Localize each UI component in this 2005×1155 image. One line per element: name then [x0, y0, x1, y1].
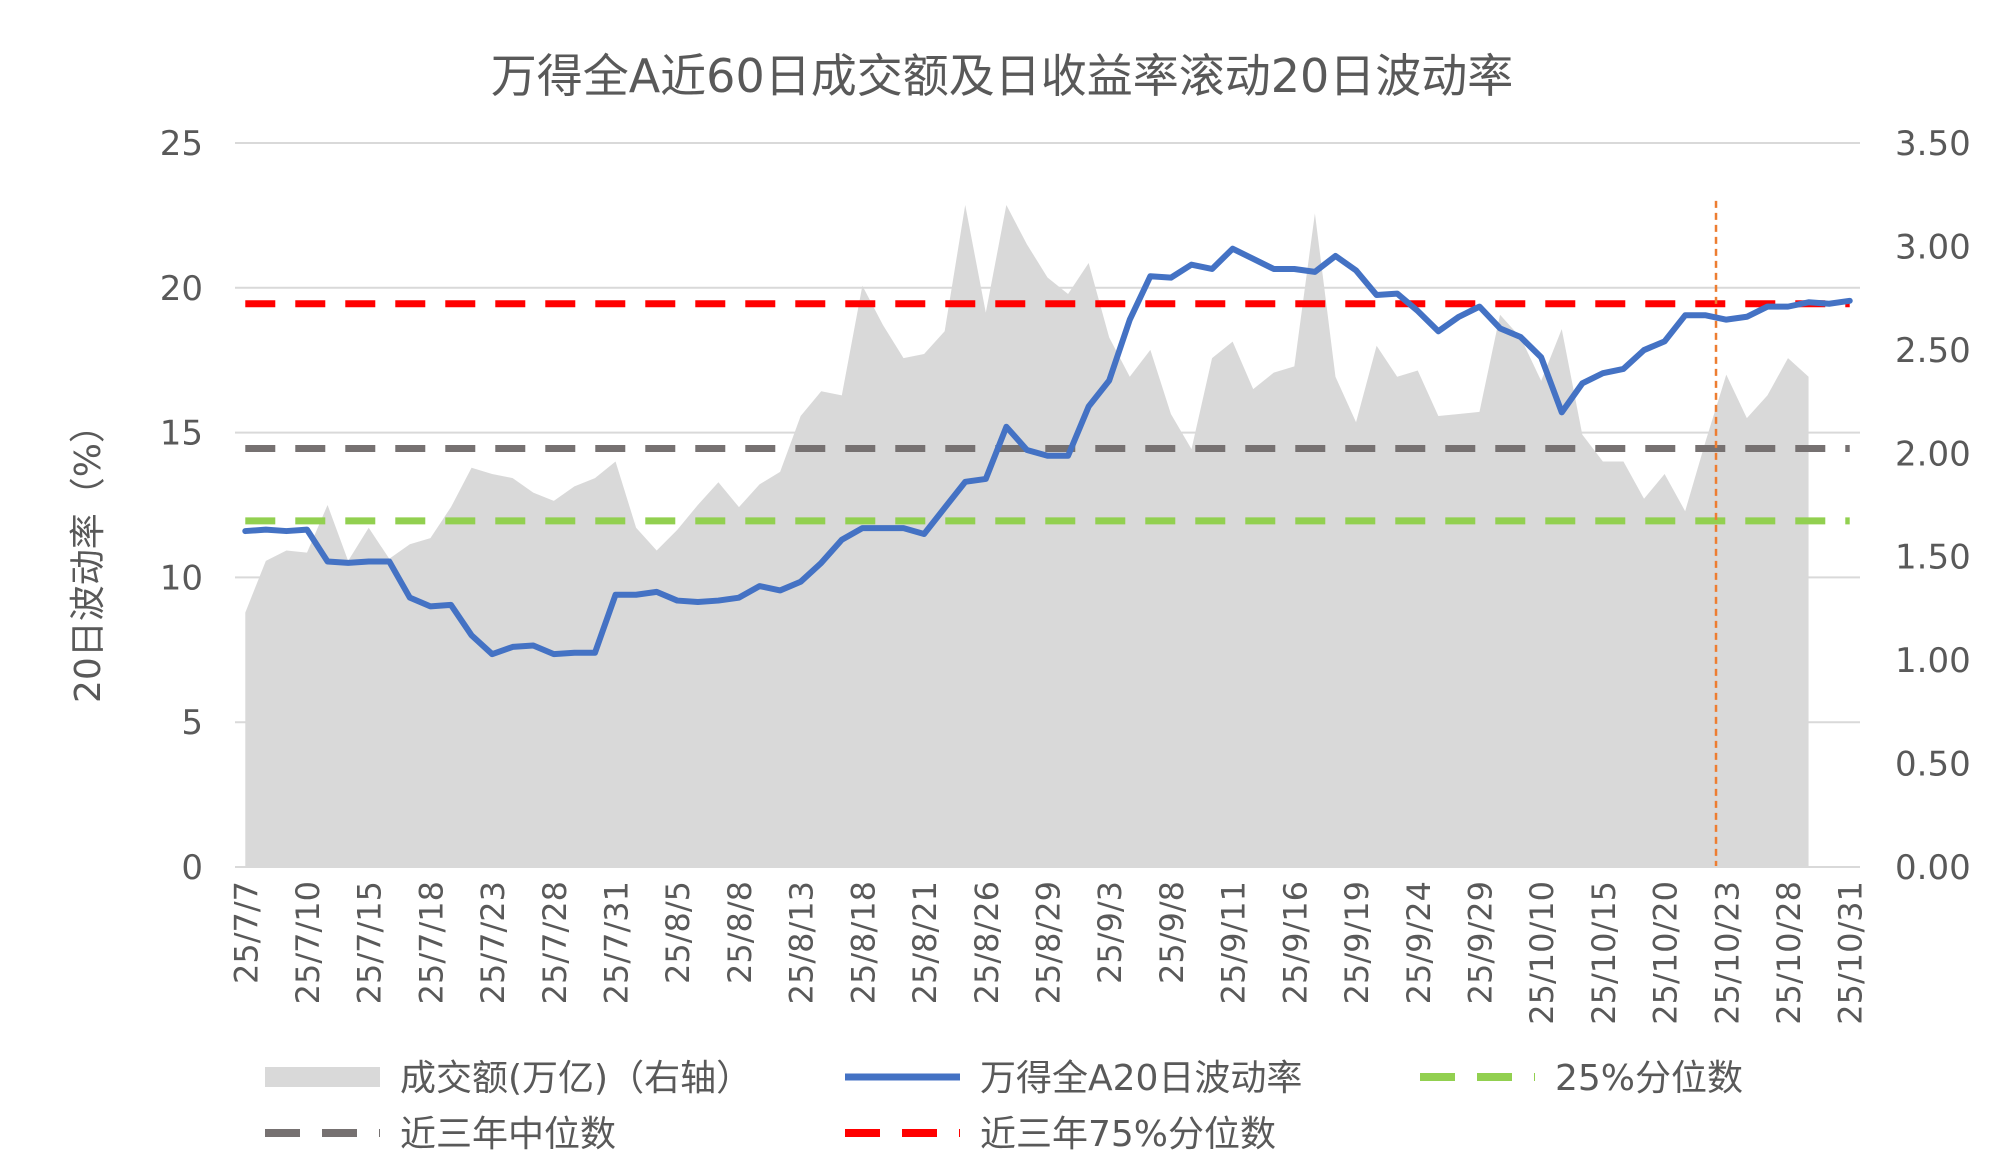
legend-item: 25%分位数: [1420, 1058, 1743, 1099]
y-right-tick-label: 1.50: [1895, 538, 1971, 578]
y-left-tick-label: 15: [160, 414, 203, 454]
y-left-tick-label: 0: [181, 848, 203, 888]
legend-swatch: [265, 1067, 380, 1087]
y-right-tick-label: 3.50: [1895, 124, 1971, 164]
legend-label: 成交额(万亿)（右轴）: [400, 1058, 752, 1099]
y-left-tick-label: 25: [160, 124, 203, 164]
x-tick-label: 25/10/31: [1832, 881, 1870, 1025]
legend-item: 成交额(万亿)（右轴）: [265, 1058, 752, 1099]
x-tick-label: 25/7/7: [227, 881, 265, 984]
x-tick-label: 25/10/15: [1585, 881, 1623, 1025]
x-tick-label: 25/9/24: [1400, 881, 1438, 1004]
x-tick-label: 25/9/29: [1461, 881, 1499, 1004]
y-right-ticks: 0.00 0.50 1.00 1.50 2.00 2.50 3.00 3.50: [1895, 124, 1971, 888]
volatility-line: [242, 245, 1853, 658]
y-right-tick-label: 2.00: [1895, 434, 1971, 474]
legend-item: 万得全A20日波动率: [845, 1058, 1302, 1099]
y-left-tick-label: 20: [160, 269, 203, 309]
x-tick-label: 25/10/23: [1708, 881, 1746, 1025]
x-tick-label: 25/7/10: [289, 881, 327, 1004]
x-tick-label: 25/8/13: [783, 881, 821, 1004]
y-right-tick-label: 0.00: [1895, 848, 1971, 888]
y-right-tick-label: 2.50: [1895, 331, 1971, 371]
legend-label: 近三年中位数: [400, 1114, 616, 1155]
x-tick-label: 25/10/20: [1647, 881, 1685, 1025]
x-tick-label: 25/7/28: [536, 881, 574, 1004]
x-ticks: 25/7/7 25/7/10 25/7/15 25/7/18 25/7/23 25/7/2…: [227, 881, 1869, 1025]
x-tick-label: 25/7/31: [598, 881, 636, 1004]
y-left-ticks: 0 5 10 15 20 25: [160, 124, 203, 888]
legend-label: 近三年75%分位数: [980, 1114, 1276, 1155]
x-tick-label: 25/9/16: [1276, 881, 1314, 1004]
x-tick-label: 25/7/15: [351, 881, 389, 1004]
y-right-tick-label: 0.50: [1895, 745, 1971, 785]
y-right-tick-label: 1.00: [1895, 641, 1971, 681]
chart-title: 万得全A近60日成交额及日收益率滚动20日波动率: [491, 49, 1514, 103]
legend-item: 近三年中位数: [265, 1114, 616, 1155]
x-tick-label: 25/9/3: [1091, 881, 1129, 984]
legend-item: 近三年75%分位数: [845, 1114, 1276, 1155]
x-tick-label: 25/8/8: [721, 881, 759, 984]
y-left-tick-label: 10: [160, 558, 203, 598]
x-tick-label: 25/8/5: [659, 881, 697, 984]
x-tick-label: 25/10/10: [1523, 881, 1561, 1025]
legend-label: 25%分位数: [1555, 1058, 1743, 1099]
x-tick-label: 25/9/19: [1338, 881, 1376, 1004]
x-tick-label: 25/7/18: [412, 881, 450, 1004]
x-tick-label: 25/8/26: [968, 881, 1006, 1004]
turnover-area: [245, 205, 1809, 868]
x-tick-label: 25/9/11: [1215, 881, 1253, 1004]
x-tick-label: 25/10/28: [1770, 881, 1808, 1025]
x-tick-label: 25/9/8: [1153, 881, 1191, 984]
x-tick-label: 25/7/23: [474, 881, 512, 1004]
y-axis-label: 20日波动率（%）: [68, 407, 109, 703]
x-tick-label: 25/8/18: [844, 881, 882, 1004]
legend-label: 万得全A20日波动率: [980, 1058, 1302, 1099]
x-tick-label: 25/8/29: [1030, 881, 1068, 1004]
reference-lines: [245, 300, 1850, 525]
y-left-tick-label: 5: [181, 703, 203, 743]
y-right-tick-label: 3.00: [1895, 227, 1971, 267]
x-tick-label: 25/8/21: [906, 881, 944, 1004]
area-layer: [245, 205, 1809, 868]
line-layer: [242, 245, 1853, 658]
